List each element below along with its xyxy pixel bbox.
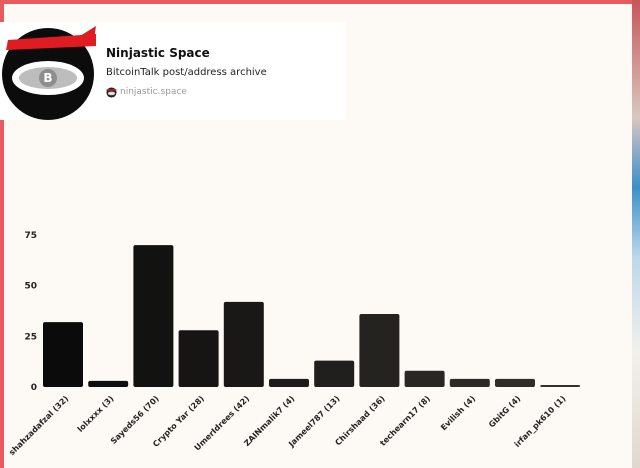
chart-bar[interactable] <box>314 360 355 387</box>
x-category-label: Chirshaad (36) <box>333 394 386 447</box>
ninja-favicon-icon <box>106 86 117 98</box>
y-tick-label: 75 <box>24 231 37 241</box>
chart-bar[interactable] <box>404 370 445 387</box>
chart-bar[interactable] <box>223 301 264 387</box>
x-category-label: Evilish (4) <box>439 394 477 432</box>
card-site-link[interactable]: ninjastic.space <box>106 86 187 98</box>
chart-bar[interactable] <box>269 378 309 387</box>
y-tick-label: 0 <box>31 383 37 393</box>
chart-bar[interactable] <box>178 330 219 387</box>
y-tick-label: 25 <box>24 332 37 342</box>
x-category-label: techearn17 (8) <box>378 394 432 448</box>
card-site-text: ninjastic.space <box>120 87 187 97</box>
x-category-label: Sayeds56 (70) <box>109 394 161 446</box>
chart-bar[interactable] <box>359 314 400 387</box>
chart-bar[interactable] <box>449 378 490 387</box>
ninja-logo-icon: B <box>2 26 96 120</box>
chart-bar[interactable] <box>88 380 129 387</box>
x-category-label: irfan_pk610 (1) <box>513 394 568 449</box>
card-title: Ninjastic Space <box>106 46 210 60</box>
y-tick-label: 50 <box>24 282 37 292</box>
x-category-label: shahzadafzal (32) <box>7 394 70 457</box>
chart-bar[interactable] <box>540 384 581 387</box>
chart-bar[interactable] <box>43 322 83 387</box>
card-description: BitcoinTalk post/address archive <box>106 67 267 78</box>
svg-text:B: B <box>43 71 52 85</box>
x-category-label: GbitG (4) <box>487 394 522 429</box>
x-category-label: lolxxxx (3) <box>76 394 116 434</box>
background-window-strip <box>632 0 640 468</box>
chart-bar[interactable] <box>495 378 535 387</box>
chart-bar[interactable] <box>133 245 174 387</box>
